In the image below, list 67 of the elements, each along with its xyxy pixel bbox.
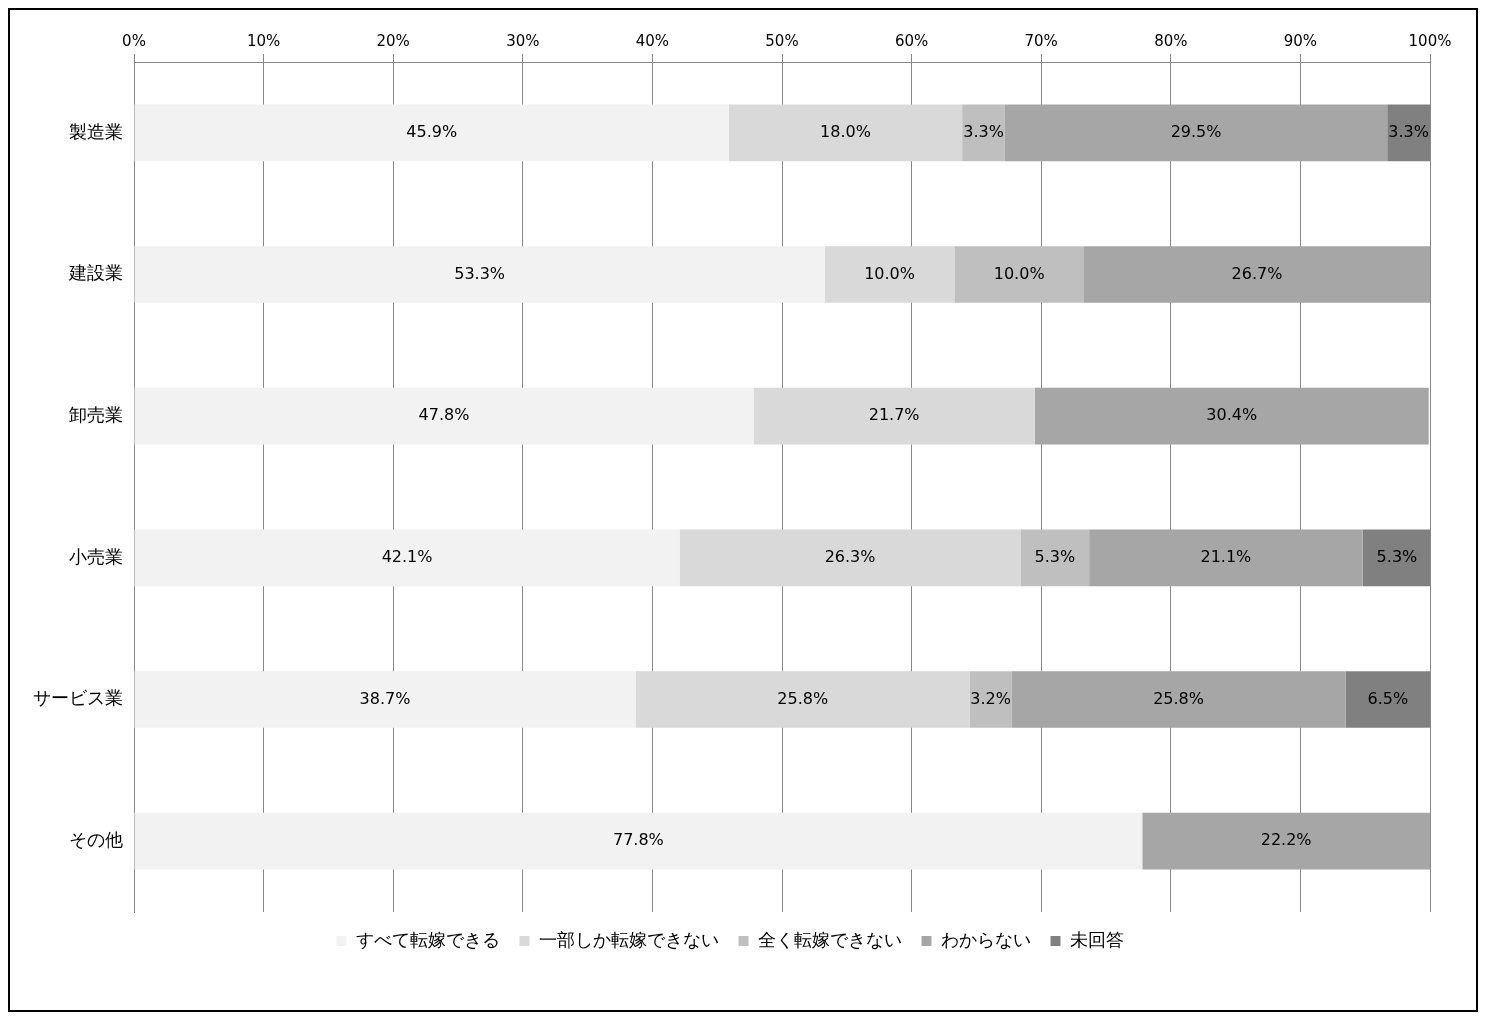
x-tick-label: 30% xyxy=(506,31,540,50)
legend-label: すべて転嫁できる xyxy=(355,928,500,950)
data-label: 3.3% xyxy=(963,121,1004,141)
data-label: 47.8% xyxy=(418,405,470,425)
bar xyxy=(134,246,825,303)
data-label: 38.7% xyxy=(359,688,411,708)
data-label: 25.8% xyxy=(1153,688,1204,708)
bar xyxy=(134,812,1143,870)
bar xyxy=(728,104,963,162)
x-tick-label: 70% xyxy=(1024,31,1058,50)
x-tick-label: 0% xyxy=(122,31,146,50)
data-label: 3.3% xyxy=(1388,121,1429,141)
x-tick-label: 80% xyxy=(1154,31,1188,50)
x-tick-label: 100% xyxy=(1408,31,1452,50)
bar xyxy=(635,671,970,728)
legend-label: わからない xyxy=(940,928,1031,950)
data-label: 5.3% xyxy=(1376,546,1418,566)
data-label: 21.1% xyxy=(1200,546,1252,566)
data-label: 30.4% xyxy=(1206,405,1258,425)
bar xyxy=(969,671,1012,728)
data-label: 18.0% xyxy=(820,121,871,141)
data-label: 26.3% xyxy=(824,546,876,566)
x-tick-label: 10% xyxy=(246,31,281,50)
x-tick-label: 50% xyxy=(765,31,799,50)
bar xyxy=(1089,529,1363,587)
y-tick-label: その他 xyxy=(69,828,123,850)
data-label: 26.7% xyxy=(1231,263,1283,283)
bar xyxy=(134,104,729,162)
legend-label: 一部しか転嫁できない xyxy=(538,928,719,950)
legend-label: 全く転嫁できない xyxy=(757,928,902,950)
bar xyxy=(1020,529,1090,587)
data-label: 10.0% xyxy=(864,263,915,283)
bar xyxy=(962,104,1005,162)
data-label: 45.9% xyxy=(406,121,458,141)
bar xyxy=(1011,671,1346,728)
bar xyxy=(1004,104,1388,162)
bar xyxy=(134,529,680,587)
data-label: 22.2% xyxy=(1260,830,1312,850)
x-tick-label: 90% xyxy=(1283,31,1318,50)
y-tick-label: 建設業 xyxy=(68,262,123,284)
data-label: 3.2% xyxy=(970,688,1011,708)
y-tick-label: 製造業 xyxy=(69,120,123,142)
data-label: 10.0% xyxy=(993,263,1045,283)
bar xyxy=(1083,246,1430,303)
bar xyxy=(824,246,955,303)
x-tick-label: 40% xyxy=(635,31,670,50)
x-tick-label: 60% xyxy=(894,31,929,50)
bar xyxy=(134,387,754,445)
bar xyxy=(753,387,1035,445)
data-label: 25.8% xyxy=(777,688,829,708)
x-tick-label: 20% xyxy=(376,31,410,50)
data-label: 6.5% xyxy=(1367,688,1409,708)
data-label: 29.5% xyxy=(1170,121,1222,141)
y-tick-label: 卸売業 xyxy=(69,403,123,425)
legend-label: 未回答 xyxy=(1069,928,1124,950)
y-tick-label: サービス業 xyxy=(33,687,123,709)
bar xyxy=(134,671,636,728)
y-tick-label: 小売業 xyxy=(69,545,123,567)
data-label: 53.3% xyxy=(454,263,506,283)
bar xyxy=(1142,812,1430,870)
data-label: 21.7% xyxy=(868,405,920,425)
bar xyxy=(679,529,1021,587)
data-label: 77.8% xyxy=(612,830,664,850)
bar xyxy=(954,246,1084,303)
data-label: 42.1% xyxy=(381,546,433,566)
data-label: 5.3% xyxy=(1034,546,1076,566)
bar xyxy=(1034,387,1429,445)
